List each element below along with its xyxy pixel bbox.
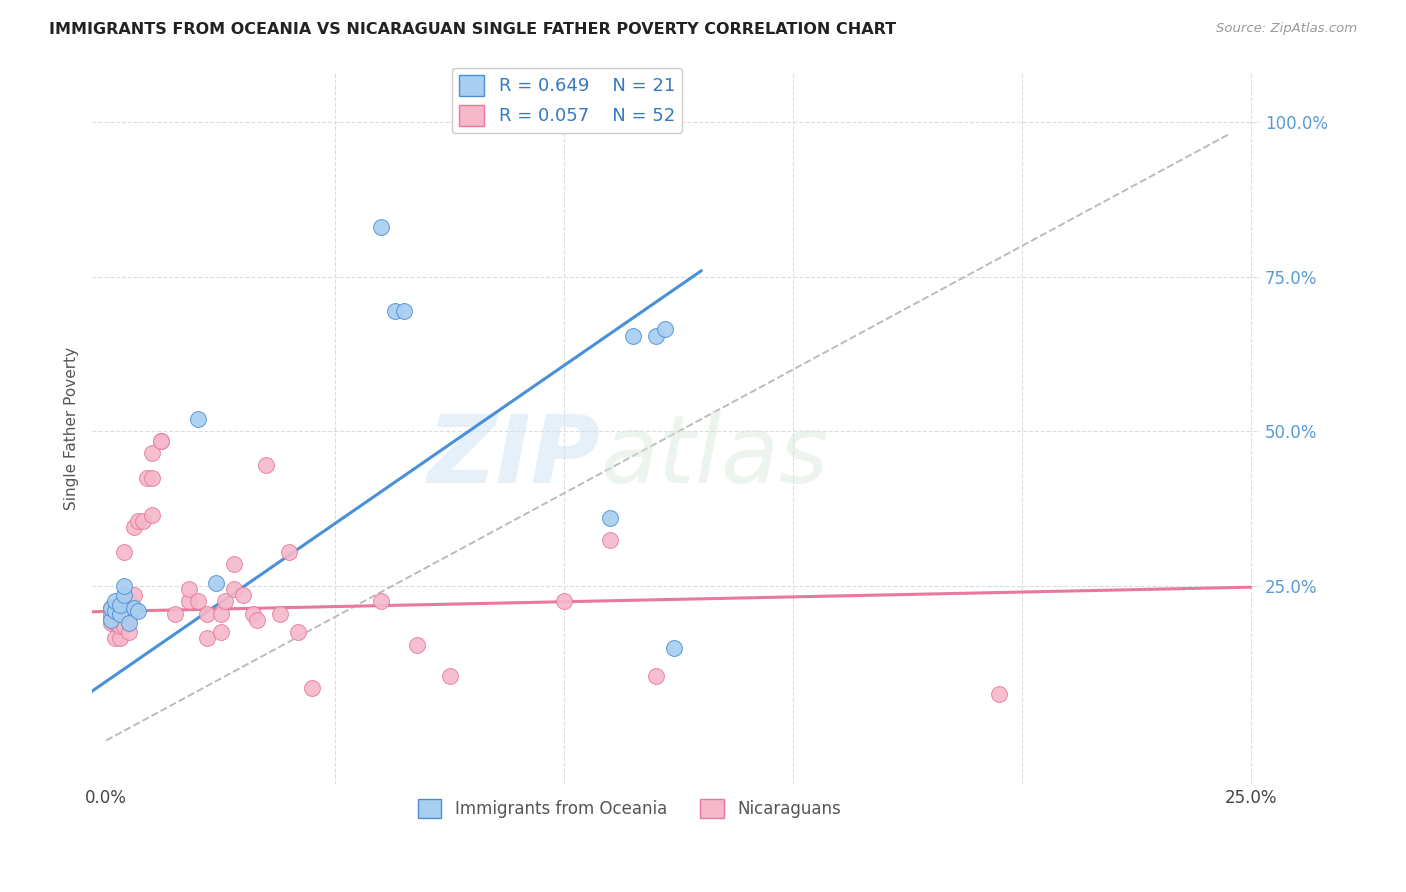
Point	[108, 598, 131, 612]
Point	[118, 625, 141, 640]
Point	[108, 632, 131, 646]
Point	[122, 520, 145, 534]
Point	[100, 600, 122, 615]
Point	[195, 632, 218, 646]
Point	[100, 610, 122, 624]
Point	[439, 668, 461, 682]
Point	[224, 582, 246, 596]
Point	[177, 594, 200, 608]
Point	[370, 594, 392, 608]
Point	[232, 588, 254, 602]
Point	[301, 681, 323, 695]
Point	[242, 607, 264, 621]
Point	[100, 607, 122, 621]
Point	[114, 588, 136, 602]
Point	[224, 558, 246, 572]
Point	[621, 328, 644, 343]
Text: IMMIGRANTS FROM OCEANIA VS NICARAGUAN SINGLE FATHER POVERTY CORRELATION CHART: IMMIGRANTS FROM OCEANIA VS NICARAGUAN SI…	[49, 22, 897, 37]
Point	[987, 687, 1010, 701]
Point	[278, 545, 301, 559]
Point	[114, 545, 136, 559]
Point	[187, 412, 209, 426]
Point	[644, 328, 666, 343]
Text: ZIP: ZIP	[427, 411, 600, 503]
Point	[100, 613, 122, 627]
Point	[384, 304, 406, 318]
Point	[150, 434, 173, 448]
Point	[108, 607, 131, 621]
Point	[114, 619, 136, 633]
Point	[104, 604, 127, 618]
Point	[118, 594, 141, 608]
Point	[187, 594, 209, 608]
Text: atlas: atlas	[600, 411, 828, 502]
Point	[108, 610, 131, 624]
Point	[122, 600, 145, 615]
Legend: Immigrants from Oceania, Nicaraguans: Immigrants from Oceania, Nicaraguans	[412, 793, 848, 825]
Point	[114, 579, 136, 593]
Point	[392, 304, 415, 318]
Point	[370, 220, 392, 235]
Point	[141, 471, 163, 485]
Point	[163, 607, 186, 621]
Point	[209, 607, 232, 621]
Point	[195, 607, 218, 621]
Point	[599, 511, 621, 525]
Point	[287, 625, 309, 640]
Point	[141, 446, 163, 460]
Text: Source: ZipAtlas.com: Source: ZipAtlas.com	[1216, 22, 1357, 36]
Point	[118, 610, 141, 624]
Point	[644, 668, 666, 682]
Point	[108, 598, 131, 612]
Point	[104, 632, 127, 646]
Point	[122, 588, 145, 602]
Point	[127, 514, 149, 528]
Point	[100, 600, 122, 615]
Point	[132, 514, 155, 528]
Point	[100, 615, 122, 630]
Point	[599, 533, 621, 547]
Point	[214, 594, 236, 608]
Point	[269, 607, 291, 621]
Point	[662, 640, 685, 655]
Point	[104, 604, 127, 618]
Point	[127, 604, 149, 618]
Point	[246, 613, 269, 627]
Point	[108, 619, 131, 633]
Point	[553, 594, 575, 608]
Point	[254, 458, 277, 473]
Point	[104, 594, 127, 608]
Point	[141, 508, 163, 522]
Point	[104, 615, 127, 630]
Point	[150, 434, 173, 448]
Point	[209, 625, 232, 640]
Point	[177, 582, 200, 596]
Y-axis label: Single Father Poverty: Single Father Poverty	[65, 347, 79, 510]
Point	[136, 471, 159, 485]
Point	[654, 322, 676, 336]
Point	[406, 638, 429, 652]
Point	[118, 615, 141, 630]
Point	[205, 575, 228, 590]
